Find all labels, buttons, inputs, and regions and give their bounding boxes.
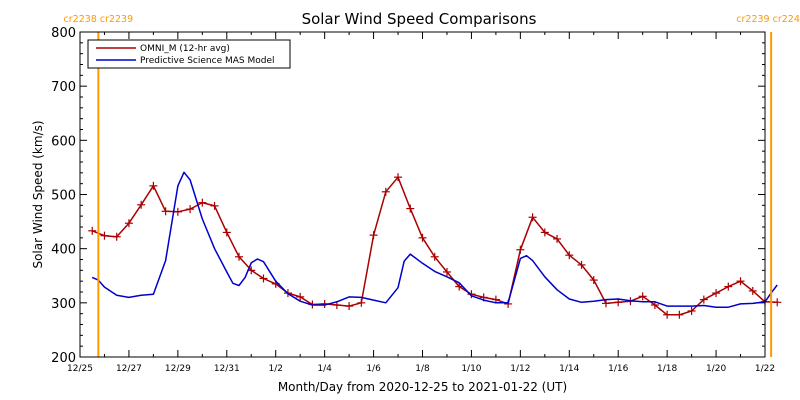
series-0-point	[357, 298, 366, 307]
series-0-point	[663, 310, 672, 319]
x-tick-label: 1/14	[559, 364, 579, 374]
series-0-point	[137, 200, 146, 209]
chart-title: Solar Wind Speed Comparisons	[302, 10, 537, 28]
series-line-1	[91, 171, 778, 308]
x-tick-label: 1/6	[366, 364, 381, 374]
y-tick-label: 300	[51, 297, 76, 312]
x-tick-label: 12/29	[165, 364, 191, 374]
series-0-point	[406, 204, 415, 213]
series-0-point	[198, 198, 207, 207]
series-0-point	[210, 201, 219, 210]
series-0-point	[712, 289, 721, 298]
series-0-point	[565, 251, 574, 260]
series-0-point	[235, 252, 244, 261]
series-0-point	[699, 295, 708, 304]
x-tick-label: 1/2	[268, 364, 282, 374]
series-0-point	[259, 274, 268, 283]
y-tick-label: 200	[51, 351, 76, 366]
series-0-point	[394, 173, 403, 182]
series-0-point	[430, 252, 439, 261]
y-axis-label: Solar Wind Speed (km/s)	[31, 120, 45, 268]
series-0-point	[528, 213, 537, 222]
series-0-point	[540, 228, 549, 237]
series-0-point	[418, 233, 427, 242]
series-0-point	[124, 219, 133, 228]
series-0-point	[161, 207, 170, 216]
x-tick-label: 1/12	[510, 364, 530, 374]
series-0-point	[687, 306, 696, 315]
series-0-point	[186, 205, 195, 214]
x-axis-label: Month/Day from 2020-12-25 to 2021-01-22 …	[278, 380, 567, 394]
legend-label-mas: Predictive Science MAS Model	[140, 56, 275, 66]
series-0-point	[112, 232, 121, 241]
legend-label-omni: OMNI_M (12-hr avg)	[140, 44, 230, 54]
series-layer	[88, 171, 782, 319]
x-tick-label: 1/18	[657, 364, 677, 374]
x-tick-label: 1/8	[415, 364, 430, 374]
y-tick-label: 600	[51, 134, 76, 149]
series-0-point	[748, 286, 757, 295]
series-0-point	[638, 292, 647, 301]
y-tick-label: 400	[51, 243, 76, 258]
series-0-point	[173, 207, 182, 216]
series-0-point	[724, 282, 733, 291]
y-tick-label: 700	[51, 80, 76, 95]
carrington-marker-layer: cr2238 cr2239 cr2239 cr2240	[64, 14, 800, 357]
x-tick-label: 12/27	[116, 364, 142, 374]
x-tick-label: 1/20	[706, 364, 726, 374]
series-0-point	[553, 234, 562, 243]
series-0-point	[369, 231, 378, 240]
series-0-point	[100, 231, 109, 240]
x-tick-label: 1/4	[317, 364, 332, 374]
x-tick-label: 12/31	[214, 364, 240, 374]
series-0-point	[88, 226, 97, 235]
plot-frame	[79, 31, 766, 358]
legend: OMNI_M (12-hr avg) Predictive Science MA…	[87, 39, 291, 69]
series-0-point	[222, 228, 231, 237]
carrington-marker-label-0: cr2238 cr2239	[64, 14, 134, 25]
series-0-point	[773, 298, 782, 307]
series-0-point	[442, 267, 451, 276]
series-0-point	[516, 245, 525, 254]
x-tick-label: 1/16	[608, 364, 628, 374]
series-0-point	[296, 292, 305, 301]
carrington-marker-label-1: cr2239 cr2240	[736, 14, 800, 25]
series-0-point	[577, 260, 586, 269]
series-0-point	[675, 310, 684, 319]
x-tick-label: 12/25	[67, 364, 93, 374]
y-tick-label: 800	[51, 26, 76, 41]
series-0-point	[601, 299, 610, 308]
series-0-point	[345, 302, 354, 311]
y-tick-label: 500	[51, 189, 76, 204]
x-tick-label: 1/22	[755, 364, 775, 374]
series-0-point	[736, 277, 745, 286]
series-0-point	[467, 290, 476, 299]
legend-box	[87, 39, 291, 69]
x-tick-label: 1/10	[461, 364, 481, 374]
series-0-point	[149, 181, 158, 190]
series-0-point	[589, 276, 598, 285]
series-0-point	[381, 187, 390, 196]
